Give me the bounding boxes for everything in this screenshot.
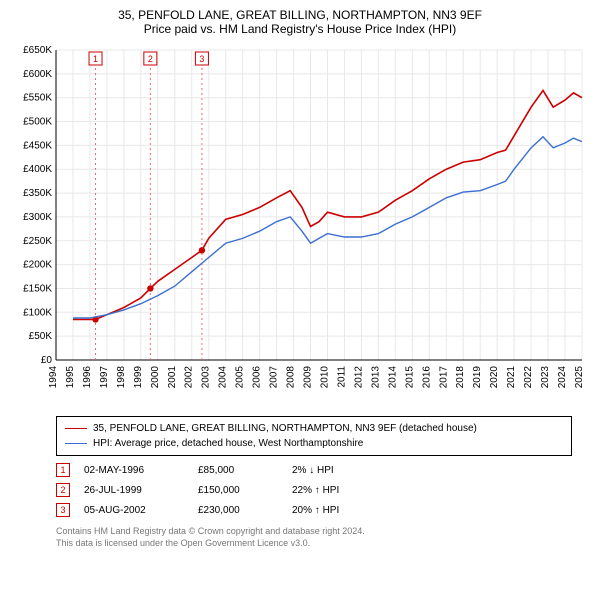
x-tick-label: 2017 <box>438 366 449 389</box>
y-tick-label: £500K <box>23 117 52 128</box>
event-delta: 22% ↑ HPI <box>292 485 339 496</box>
event-price: £230,000 <box>198 505 278 516</box>
event-date: 02-MAY-1996 <box>84 465 184 476</box>
y-tick-label: £550K <box>23 93 52 104</box>
event-row: 3 05-AUG-2002 £230,000 20% ↑ HPI <box>56 500 572 520</box>
x-tick-label: 2021 <box>506 366 517 389</box>
legend-label: 35, PENFOLD LANE, GREAT BILLING, NORTHAM… <box>93 421 477 436</box>
footer-line-1: Contains HM Land Registry data © Crown c… <box>56 526 572 538</box>
x-tick-label: 2001 <box>167 366 178 389</box>
y-tick-label: £650K <box>23 45 52 56</box>
x-tick-label: 1999 <box>133 366 144 389</box>
event-marker-badge: 1 <box>56 463 70 477</box>
x-tick-label: 2005 <box>235 366 246 389</box>
event-marker-3: 3 <box>199 54 204 64</box>
x-tick-label: 2024 <box>557 366 568 389</box>
event-date: 26-JUL-1999 <box>84 485 184 496</box>
x-tick-label: 2014 <box>387 366 398 389</box>
y-tick-label: £0 <box>41 355 53 366</box>
x-tick-label: 1995 <box>65 366 76 389</box>
y-tick-label: £50K <box>29 331 53 342</box>
y-tick-label: £600K <box>23 69 52 80</box>
x-tick-label: 2025 <box>574 366 585 389</box>
y-tick-label: £450K <box>23 140 52 151</box>
x-tick-label: 2007 <box>269 366 280 389</box>
x-tick-label: 2013 <box>370 366 381 389</box>
event-marker-1: 1 <box>93 54 98 64</box>
legend: 35, PENFOLD LANE, GREAT BILLING, NORTHAM… <box>56 416 572 456</box>
price-chart: £0 £50K £100K £150K £200K £250K £300K £350K £400… <box>8 40 592 410</box>
event-marker-badge: 2 <box>56 483 70 497</box>
y-tick-label: £150K <box>23 283 52 294</box>
x-tick-label: 2015 <box>404 366 415 389</box>
data-attribution: Contains HM Land Registry data © Crown c… <box>56 526 572 549</box>
x-tick-label: 2016 <box>421 366 432 389</box>
chart-title: 35, PENFOLD LANE, GREAT BILLING, NORTHAM… <box>8 8 592 36</box>
chart-svg: £0 £50K £100K £150K £200K £250K £300K £350K £400… <box>8 40 592 410</box>
x-tick-label: 2008 <box>286 366 297 389</box>
y-tick-label: £400K <box>23 164 52 175</box>
y-tick-label: £200K <box>23 260 52 271</box>
x-tick-label: 1996 <box>82 366 93 389</box>
legend-row: HPI: Average price, detached house, West… <box>65 436 563 451</box>
x-tick-label: 2022 <box>523 366 534 389</box>
y-tick-label: £250K <box>23 236 52 247</box>
footer-line-2: This data is licensed under the Open Gov… <box>56 538 572 550</box>
x-tick-label: 2018 <box>455 366 466 389</box>
legend-label: HPI: Average price, detached house, West… <box>93 436 363 451</box>
x-tick-label: 2023 <box>540 366 551 389</box>
title-line-1: 35, PENFOLD LANE, GREAT BILLING, NORTHAM… <box>8 8 592 22</box>
x-tick-label: 2009 <box>303 366 314 389</box>
y-tick-label: £300K <box>23 212 52 223</box>
x-tick-label: 2011 <box>336 366 347 388</box>
x-tick-label: 2010 <box>319 366 330 389</box>
event-price: £150,000 <box>198 485 278 496</box>
event-marker-badge: 3 <box>56 503 70 517</box>
x-tick-label: 2006 <box>252 366 263 389</box>
event-delta: 20% ↑ HPI <box>292 505 339 516</box>
y-tick-label: £350K <box>23 188 52 199</box>
legend-swatch <box>65 428 87 429</box>
x-tick-label: 1997 <box>99 366 110 389</box>
event-row: 2 26-JUL-1999 £150,000 22% ↑ HPI <box>56 480 572 500</box>
title-line-2: Price paid vs. HM Land Registry's House … <box>8 22 592 36</box>
legend-row: 35, PENFOLD LANE, GREAT BILLING, NORTHAM… <box>65 421 563 436</box>
x-tick-label: 1994 <box>48 366 59 389</box>
event-delta: 2% ↓ HPI <box>292 465 334 476</box>
x-tick-label: 2004 <box>218 366 229 389</box>
event-table: 1 02-MAY-1996 £85,000 2% ↓ HPI 2 26-JUL-1999 £… <box>56 460 572 520</box>
x-tick-label: 2000 <box>150 366 161 389</box>
x-tick-label: 2002 <box>184 366 195 389</box>
event-marker-2: 2 <box>148 54 153 64</box>
x-tick-label: 2003 <box>201 366 212 389</box>
y-tick-label: £100K <box>23 307 52 318</box>
event-date: 05-AUG-2002 <box>84 505 184 516</box>
x-tick-label: 1998 <box>116 366 127 389</box>
x-tick-label: 2012 <box>353 366 364 389</box>
event-price: £85,000 <box>198 465 278 476</box>
x-tick-label: 2019 <box>472 366 483 389</box>
x-tick-label: 2020 <box>489 366 500 389</box>
legend-swatch <box>65 443 87 444</box>
event-row: 1 02-MAY-1996 £85,000 2% ↓ HPI <box>56 460 572 480</box>
